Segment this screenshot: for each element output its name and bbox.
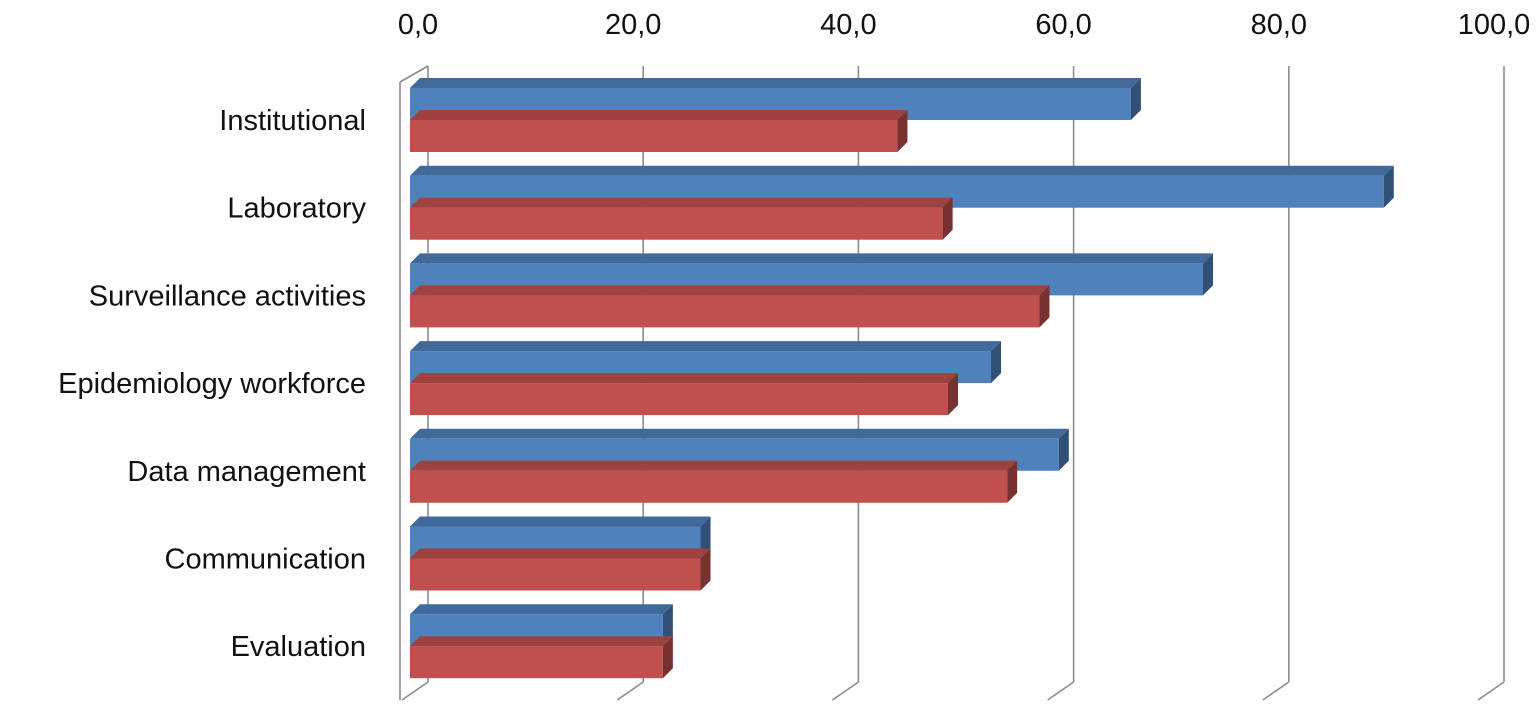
bar-front-face — [410, 470, 1008, 503]
x-tick-label: 20,0 — [605, 9, 661, 41]
bars — [410, 78, 1394, 679]
bar-top-face — [410, 285, 1050, 296]
bar-front-face — [410, 646, 663, 679]
x-tick-label: 60,0 — [1035, 9, 1091, 41]
bar-side-face — [1058, 428, 1069, 471]
category-label: Data management — [127, 456, 366, 488]
bar — [410, 110, 908, 152]
bar-front-face — [410, 120, 898, 152]
bar-side-face — [948, 373, 958, 416]
category-label: Communication — [165, 544, 366, 576]
bar-top-face — [410, 548, 711, 559]
bar-side-face — [1007, 460, 1018, 503]
bar-side-face — [662, 636, 673, 679]
bar-side-face — [1039, 285, 1050, 328]
bar-top-face — [410, 636, 673, 647]
bar — [410, 548, 711, 591]
bar-side-face — [991, 341, 1002, 384]
bar-top-face — [410, 165, 1394, 176]
gridline-floor — [401, 681, 429, 701]
category-label: Epidemiology workforce — [58, 368, 366, 400]
bar-top-face — [410, 373, 958, 384]
bar-side-face — [1383, 165, 1394, 208]
bar-top-face — [410, 253, 1214, 264]
bar-side-face — [897, 110, 908, 152]
gridline-floor — [616, 681, 644, 701]
category-label: Laboratory — [227, 193, 366, 225]
x-tick-label: 40,0 — [820, 9, 876, 41]
category-label: Institutional — [219, 105, 366, 137]
x-tick-label: 100,0 — [1458, 9, 1531, 41]
bar-top-face — [410, 341, 1002, 352]
bar-side-face — [662, 604, 673, 647]
bar-top-face — [410, 197, 953, 208]
axis-edge — [399, 65, 429, 83]
bar — [410, 341, 1002, 384]
bar-side-face — [700, 548, 711, 591]
bar-top-face — [410, 428, 1069, 439]
bar — [410, 285, 1050, 328]
bar-side-face — [700, 516, 711, 559]
bar-side-face — [942, 197, 953, 240]
bar-side-face — [1203, 253, 1214, 296]
bar — [410, 460, 1018, 503]
gridline-floor — [1047, 681, 1075, 701]
gridline-floor — [1477, 681, 1505, 701]
bar-top-face — [410, 516, 711, 527]
bar-top-face — [410, 110, 908, 120]
bar-front-face — [410, 207, 943, 240]
bar-side-face — [1130, 78, 1141, 120]
x-axis-ticks: 0,0 20,0 40,0 60,0 80,0 100,0 — [398, 9, 1530, 41]
x-tick-label: 0,0 — [398, 9, 438, 41]
bar-top-face — [410, 604, 673, 615]
category-labels: Institutional Laboratory Surveillance acti… — [58, 105, 366, 663]
bar — [410, 636, 673, 679]
gridline-floor — [831, 681, 859, 701]
bar-top-face — [410, 460, 1018, 471]
bar — [410, 373, 958, 416]
category-label: Evaluation — [231, 631, 366, 663]
bar — [410, 197, 953, 240]
bar-front-face — [410, 558, 701, 591]
category-label: Surveillance activities — [89, 280, 366, 312]
x-tick-label: 80,0 — [1251, 9, 1307, 41]
gridline-floor — [1262, 681, 1290, 701]
bar-top-face — [410, 78, 1141, 88]
bar-front-face — [410, 295, 1040, 328]
bar-front-face — [410, 383, 948, 416]
